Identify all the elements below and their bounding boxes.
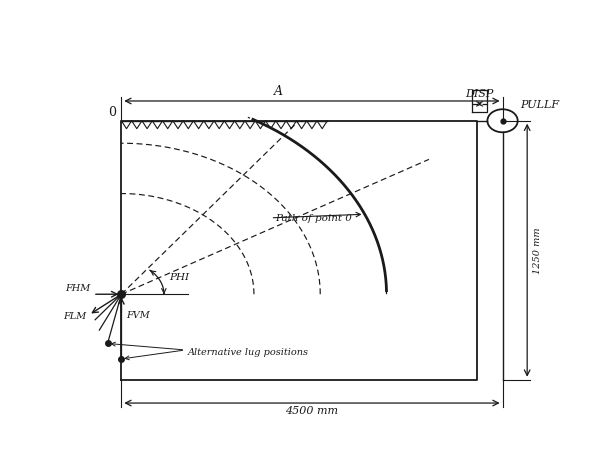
Text: FHM: FHM	[65, 284, 90, 293]
Text: A: A	[274, 85, 284, 98]
Text: 1250 mm: 1250 mm	[533, 227, 542, 274]
Text: Path of point 0: Path of point 0	[275, 214, 352, 223]
Text: Alternative lug positions: Alternative lug positions	[188, 348, 309, 357]
Text: DISP: DISP	[466, 89, 494, 99]
Text: 4500 mm: 4500 mm	[285, 406, 338, 416]
Text: FLM: FLM	[63, 312, 86, 321]
Text: PHI: PHI	[169, 273, 189, 282]
Text: FVM: FVM	[126, 311, 150, 319]
Text: PULLF: PULLF	[520, 100, 559, 110]
Text: 0: 0	[108, 106, 116, 119]
